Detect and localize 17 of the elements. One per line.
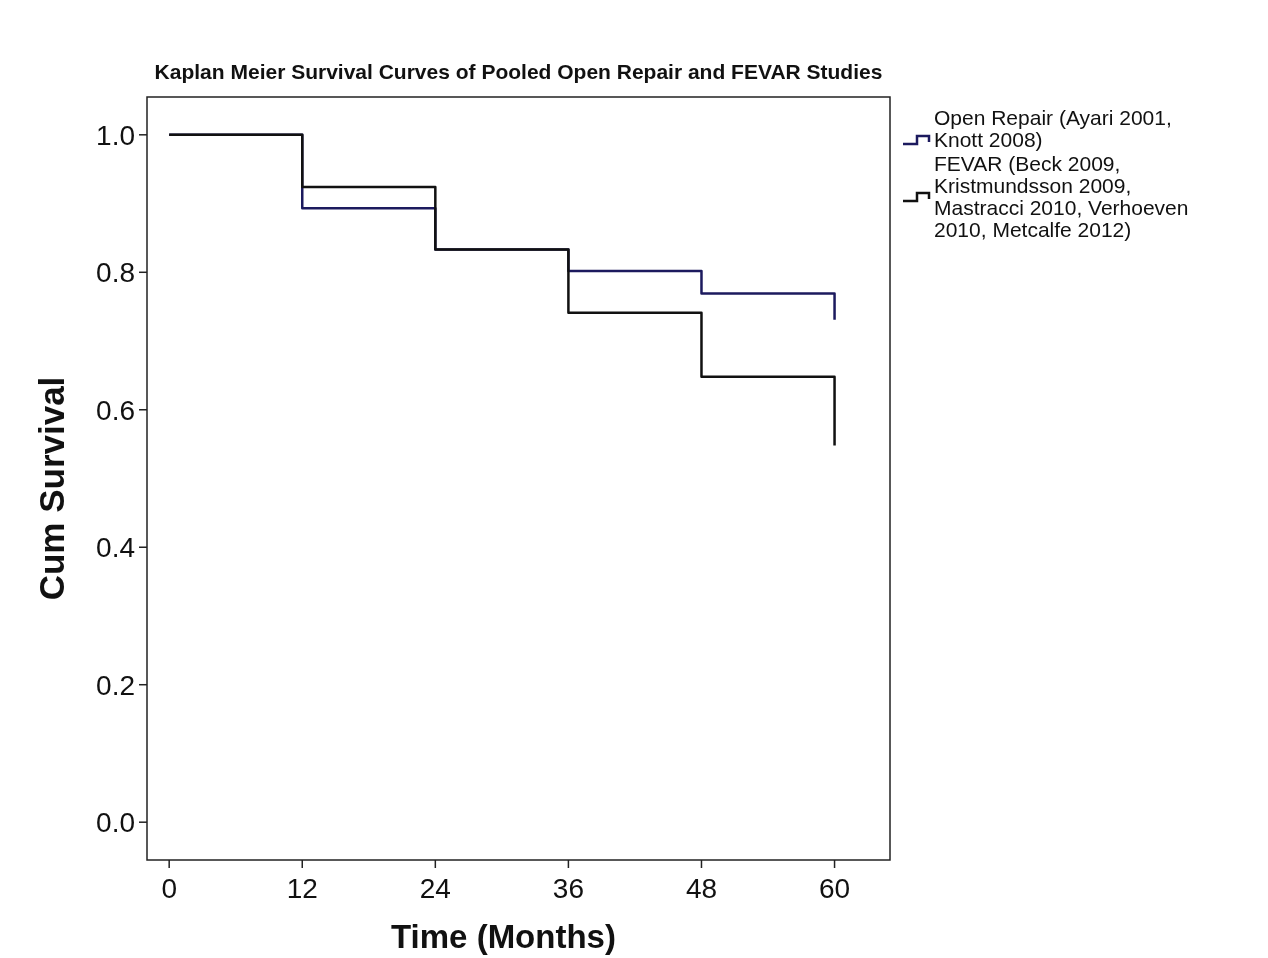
x-tick-label: 12 — [286, 873, 318, 904]
x-tick-label: 48 — [685, 873, 718, 904]
y-tick-label: 1.0 — [96, 119, 135, 151]
y-tick-label: 0.8 — [96, 257, 135, 289]
x-tick-label: 60 — [818, 873, 851, 904]
x-axis-title: Time (Months) — [391, 918, 616, 955]
y-tick-label: 0.4 — [96, 532, 135, 564]
x-tick-label: 0 — [161, 873, 177, 904]
x-tick-label: 24 — [419, 873, 451, 904]
y-axis-title: Cum Survival — [32, 376, 71, 601]
legend-label: Open Repair (Ayari 2001, Knott 2008) — [934, 106, 1172, 151]
y-tick-label: 0.6 — [96, 394, 135, 426]
x-tick-label: 36 — [552, 873, 584, 904]
legend-label: FEVAR (Beck 2009, Kristmundsson 2009, Mastracci 2010, Verhoeven 2010, Metcalfe 2012) — [934, 152, 1189, 241]
chart-title: Kaplan Meier Survival Curves of Pooled Open Repair and FEVAR Studies — [154, 60, 883, 83]
y-tick-label: 0.2 — [96, 669, 135, 701]
y-tick-label: 0.0 — [96, 806, 135, 838]
